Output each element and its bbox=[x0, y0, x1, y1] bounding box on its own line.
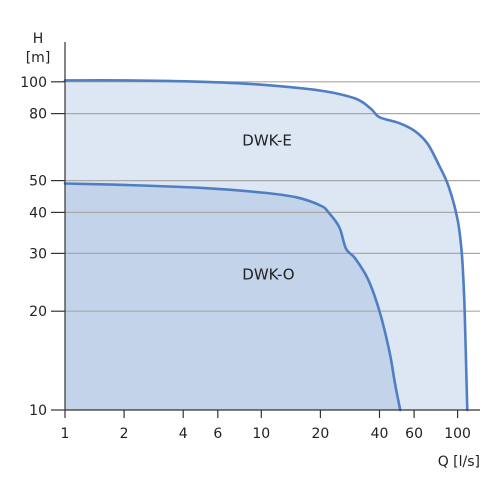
x-tick-label-100: 100 bbox=[444, 426, 471, 442]
y-axis-label-line2: [m] bbox=[26, 50, 51, 66]
y-tick-label-50: 50 bbox=[29, 174, 47, 190]
series-label-dwk-e: DWK-E bbox=[242, 131, 292, 149]
fill-areas bbox=[65, 80, 468, 411]
curve-dwk-o bbox=[63, 182, 402, 412]
x-tick-label-10: 10 bbox=[252, 426, 270, 442]
x-tick-label-60: 60 bbox=[405, 426, 423, 442]
x-tick-label-1: 1 bbox=[61, 426, 70, 442]
y-tick-label-80: 80 bbox=[29, 107, 47, 123]
y-axis-label-line1: H bbox=[33, 31, 44, 47]
x-axis-label: Q [l/s] bbox=[438, 454, 480, 470]
series-label-dwk-o: DWK-O bbox=[242, 265, 294, 283]
y-tick-label-100: 100 bbox=[20, 75, 47, 91]
curve-dwk-e bbox=[63, 79, 469, 412]
y-tick-label-40: 40 bbox=[29, 205, 47, 221]
gridlines bbox=[65, 81, 480, 312]
series-labels: DWK-E DWK-O bbox=[242, 131, 294, 283]
x-tick-label-2: 2 bbox=[120, 426, 129, 442]
performance-curves bbox=[63, 79, 469, 412]
axes bbox=[51, 42, 480, 418]
y-tick-label-10: 10 bbox=[29, 403, 47, 419]
x-tick-label-40: 40 bbox=[371, 426, 389, 442]
tick-labels: 1 2 4 6 10 20 40 60 100 10 20 30 40 50 80 100 bbox=[20, 75, 471, 442]
y-tick-label-20: 20 bbox=[29, 304, 47, 320]
x-tick-label-6: 6 bbox=[213, 426, 222, 442]
x-tick-label-20: 20 bbox=[311, 426, 329, 442]
y-tick-label-30: 30 bbox=[29, 246, 47, 262]
area-dwk-o bbox=[65, 183, 401, 410]
x-tick-label-4: 4 bbox=[179, 426, 188, 442]
